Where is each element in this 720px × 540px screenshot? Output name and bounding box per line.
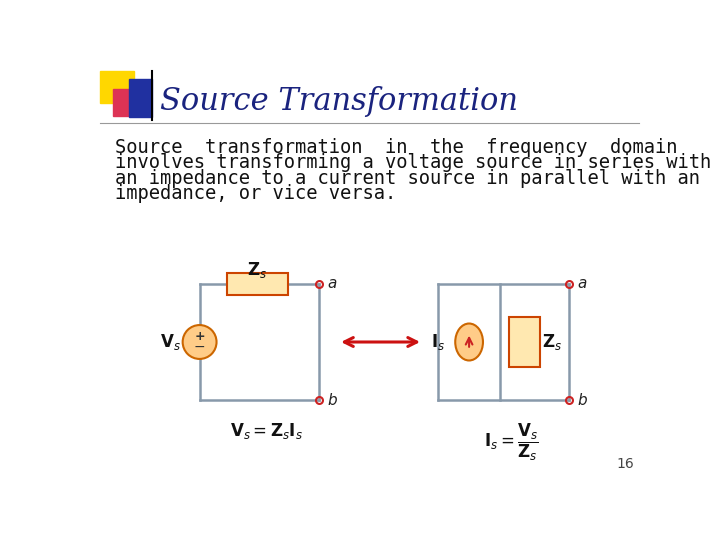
Text: +: + — [194, 330, 205, 343]
Bar — [113, 90, 143, 117]
Text: $\mathbf{I}_s$: $\mathbf{I}_s$ — [431, 332, 446, 352]
Bar — [129, 79, 152, 117]
Text: $\mathbf{I}_s = \dfrac{\mathbf{V}_s}{\mathbf{Z}_s}$: $\mathbf{I}_s = \dfrac{\mathbf{V}_s}{\ma… — [484, 421, 539, 463]
Text: impedance, or vice versa.: impedance, or vice versa. — [115, 184, 396, 203]
Text: $b$: $b$ — [327, 392, 338, 408]
Bar — [509, 317, 540, 367]
Text: $\mathbf{V}_s = \mathbf{Z}_s \mathbf{I}_s$: $\mathbf{V}_s = \mathbf{Z}_s \mathbf{I}_… — [230, 421, 303, 441]
Bar — [227, 273, 288, 295]
Circle shape — [183, 325, 217, 359]
Text: $b$: $b$ — [577, 392, 588, 408]
Text: involves transforming a voltage source in series with: involves transforming a voltage source i… — [115, 153, 711, 172]
Text: $\mathbf{Z}_s$: $\mathbf{Z}_s$ — [248, 260, 267, 280]
Text: an impedance to a current source in parallel with an: an impedance to a current source in para… — [115, 168, 700, 188]
Text: 16: 16 — [617, 457, 634, 471]
Text: $\mathbf{Z}_s$: $\mathbf{Z}_s$ — [542, 332, 562, 352]
Text: $\mathbf{V}_s$: $\mathbf{V}_s$ — [160, 332, 181, 352]
Text: $a$: $a$ — [577, 277, 588, 291]
Text: $a$: $a$ — [327, 277, 337, 291]
Ellipse shape — [455, 323, 483, 361]
Text: −: − — [194, 340, 205, 354]
Bar — [99, 71, 134, 103]
Text: Source Transformation: Source Transformation — [160, 86, 518, 117]
Text: Source  transformation  in  the  frequency  domain: Source transformation in the frequency d… — [115, 138, 678, 157]
